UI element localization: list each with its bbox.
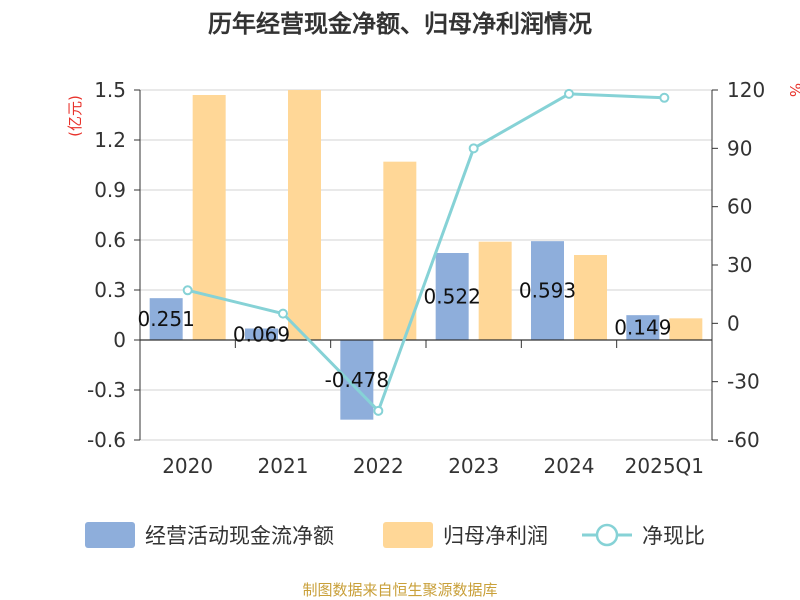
x-tick-label: 2023 — [448, 454, 499, 478]
data-labels: 0.251 0.069 -0.478 0.522 0.593 0.149 — [138, 279, 672, 392]
bar-profit-2023 — [478, 241, 512, 340]
left-tick-label: 1.2 — [94, 128, 126, 152]
bar-cashflow-2024 — [531, 241, 564, 340]
right-tick-label: 30 — [727, 253, 752, 277]
bar-series — [149, 90, 703, 420]
legend-swatch-cashflow — [85, 522, 135, 548]
left-tick-label: 0.6 — [94, 228, 126, 252]
x-tick-label: 2020 — [162, 454, 213, 478]
chart-title: 历年经营现金净额、归母净利润情况 — [208, 10, 592, 38]
data-label-cashflow-2021: 0.069 — [233, 322, 290, 346]
line-ratio — [187, 92, 665, 414]
point-ratio-2022 — [373, 405, 384, 416]
point-ratio-2021 — [278, 308, 288, 319]
axis-lines — [139, 90, 713, 440]
right-tick-label: 120 — [727, 78, 765, 102]
left-tick-label: -0.3 — [87, 378, 126, 402]
line-series — [182, 88, 670, 416]
legend-label-ratio: 净现比 — [642, 524, 705, 548]
x-axis-ticks: 2020 2021 2022 2023 2024 2025Q1 — [162, 340, 704, 478]
left-tick-label: 1.5 — [94, 78, 126, 102]
point-ratio-2020 — [182, 285, 193, 296]
left-tick-label: -0.6 — [87, 428, 126, 452]
bar-cashflow-2025Q1 — [626, 315, 660, 340]
bar-profit-2020 — [192, 95, 226, 340]
bar-profit-2021 — [288, 90, 321, 340]
legend: 经营活动现金流净额 归母净利润 净现比 — [85, 522, 705, 548]
bar-cashflow-2022 — [340, 340, 374, 420]
legend-item-ratio[interactable]: 净现比 — [582, 523, 705, 548]
bar-cashflow-2021 — [245, 328, 278, 340]
x-tick-label: 2025Q1 — [625, 454, 704, 478]
right-axis: 120 90 60 30 0 -30 -60 — [712, 78, 765, 452]
bar-profit-2022 — [383, 161, 417, 340]
data-label-cashflow-2024: 0.593 — [519, 279, 576, 303]
legend-label-profit: 归母净利润 — [443, 524, 548, 548]
right-tick-label: 90 — [727, 136, 752, 160]
legend-label-cashflow: 经营活动现金流净额 — [145, 524, 334, 548]
data-label-cashflow-2025Q1: 0.149 — [614, 316, 671, 340]
x-tick-label: 2021 — [258, 454, 309, 478]
x-tick-label: 2024 — [544, 454, 595, 478]
data-label-cashflow-2023: 0.522 — [424, 285, 481, 309]
legend-swatch-profit — [383, 522, 433, 548]
right-tick-label: -30 — [727, 370, 760, 394]
left-tick-label: 0 — [113, 328, 126, 352]
right-tick-label: -60 — [727, 428, 760, 452]
source-note: 制图数据来自恒生聚源数据库 — [302, 581, 497, 599]
legend-item-profit[interactable]: 归母净利润 — [383, 522, 548, 548]
bar-cashflow-2020 — [149, 298, 183, 340]
right-tick-label: 0 — [727, 311, 740, 335]
point-ratio-2025Q1 — [659, 92, 670, 103]
left-tick-label: 0.3 — [94, 278, 126, 302]
right-axis-unit: % — [786, 83, 800, 97]
left-tick-label: 0.9 — [94, 178, 126, 202]
point-ratio-2023 — [468, 143, 479, 154]
left-axis: 1.5 1.2 0.9 0.6 0.3 0 -0.3 -0.6 — [87, 78, 140, 452]
data-label-cashflow-2022: -0.478 — [325, 368, 389, 392]
data-label-cashflow-2020: 0.251 — [138, 307, 195, 331]
legend-item-cashflow[interactable]: 经营活动现金流净额 — [85, 522, 334, 548]
grid-lines — [140, 89, 712, 441]
bar-profit-2024 — [574, 255, 607, 340]
legend-marker-ratio — [595, 523, 619, 547]
right-tick-label: 60 — [727, 195, 752, 219]
bar-profit-2025Q1 — [669, 318, 703, 340]
bar-cashflow-2023 — [435, 253, 469, 340]
point-ratio-2024 — [564, 88, 574, 99]
left-axis-unit: (亿元) — [66, 95, 84, 137]
x-tick-label: 2022 — [353, 454, 404, 478]
